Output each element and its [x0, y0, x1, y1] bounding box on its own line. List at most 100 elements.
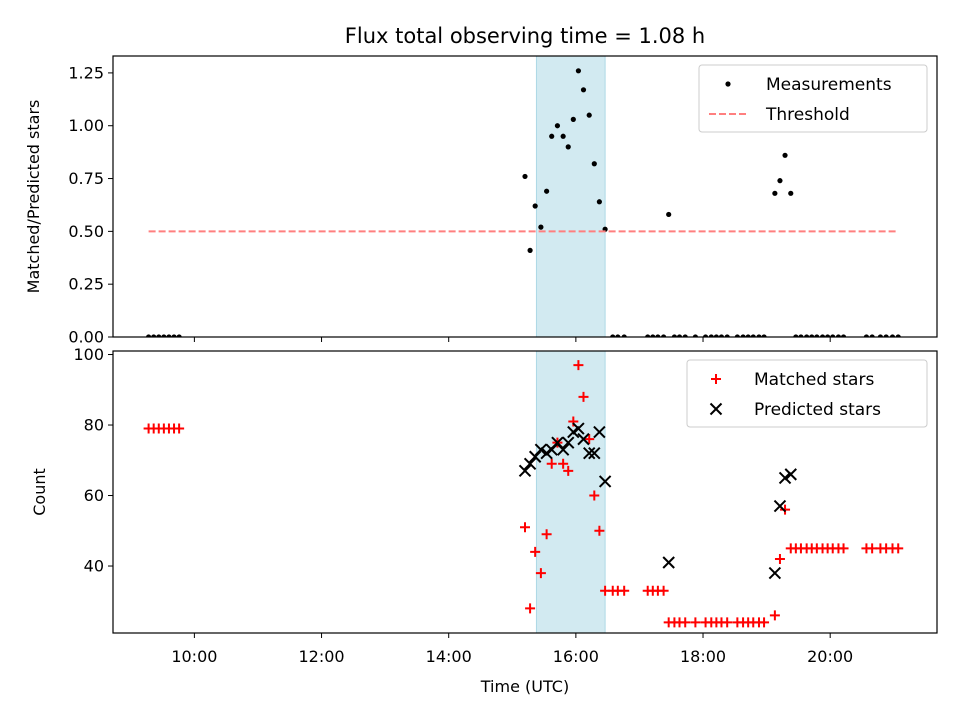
series-matched-stars: [143, 360, 904, 628]
data-point: [171, 334, 177, 337]
data-point: [532, 203, 538, 209]
data-point: [583, 447, 596, 460]
legend-swatch: [709, 402, 723, 416]
data-point: [793, 334, 799, 337]
data-point: [782, 152, 788, 158]
data-point: [773, 499, 787, 513]
data-point: [575, 68, 582, 74]
data-point: [756, 334, 762, 337]
legend-box: [686, 359, 928, 428]
data-point: [778, 471, 792, 485]
data-point: [562, 436, 575, 449]
y-tick-label: 0.50: [68, 222, 104, 241]
data-point: [676, 334, 683, 337]
y-tick-label: 1.25: [68, 63, 104, 82]
legend: Measurements Threshold: [698, 64, 928, 133]
data-point: [750, 334, 756, 337]
y-tick-label: 0.25: [68, 275, 104, 294]
data-point: [682, 334, 688, 337]
data-point: [889, 334, 896, 337]
x-tick-label: 16:00: [553, 647, 599, 666]
chart-title: Flux total observing time = 1.08 h: [345, 24, 705, 48]
data-point: [556, 443, 570, 456]
data-point: [176, 334, 182, 337]
legend-label: Measurements: [766, 75, 892, 95]
data-point: [560, 133, 566, 139]
x-tick-label: 10:00: [171, 647, 217, 666]
y-tick-label: 60: [84, 486, 104, 505]
data-point: [893, 543, 904, 554]
y-tick-label: 0.00: [68, 328, 104, 347]
data-point: [573, 360, 584, 371]
legend-swatch: [711, 374, 721, 384]
data-point: [877, 334, 884, 337]
data-point: [718, 334, 725, 337]
x-tick-label: 20:00: [807, 647, 853, 666]
data-point: [713, 334, 719, 337]
legend: Matched stars Predicted stars: [686, 359, 928, 428]
x-tick-label: 14:00: [426, 647, 472, 666]
data-point: [546, 458, 557, 469]
data-point: [690, 617, 701, 628]
legend-label: Predicted stars: [754, 400, 881, 420]
data-point: [645, 334, 651, 337]
data-point: [594, 525, 605, 536]
data-point: [722, 617, 733, 628]
shared-x-axis: 10:00 12:00 14:00 16:00 18:00 20:00: [171, 647, 853, 666]
data-point: [655, 334, 661, 337]
data-point: [584, 434, 595, 445]
data-point: [174, 423, 185, 434]
series-predicted-stars: [518, 422, 797, 580]
data-point: [598, 475, 612, 488]
data-point: [784, 468, 797, 481]
data-point: [588, 447, 601, 460]
data-point: [518, 464, 532, 478]
top-panel: 0.00 0.25 0.50 0.75 1.00 1.25 Matched/Predicte…: [24, 55, 938, 347]
data-point: [819, 334, 826, 337]
data-point: [692, 334, 698, 337]
data-point: [761, 334, 767, 337]
x-tick-label: 12:00: [298, 647, 344, 666]
data-point: [895, 334, 901, 337]
data-point: [804, 334, 810, 337]
data-point: [702, 334, 709, 337]
data-point: [541, 529, 552, 540]
data-point: [708, 334, 714, 337]
data-point: [650, 334, 656, 337]
data-point: [840, 334, 847, 337]
data-point: [578, 391, 589, 402]
data-point: [745, 334, 751, 337]
data-point: [830, 334, 836, 337]
data-point: [615, 334, 621, 337]
data-point: [589, 490, 600, 501]
data-point: [772, 190, 778, 196]
data-point: [774, 553, 785, 564]
data-point: [161, 334, 167, 337]
data-point: [572, 422, 585, 435]
data-point: [522, 173, 528, 180]
data-point: [724, 334, 730, 337]
data-point: [544, 188, 550, 194]
data-point: [777, 178, 783, 184]
data-point: [570, 116, 576, 122]
x-tick-label: 18:00: [680, 647, 726, 666]
data-point: [809, 334, 815, 337]
data-point: [534, 443, 548, 456]
data-point: [825, 334, 831, 337]
axes-frame: [112, 350, 938, 634]
data-point: [734, 334, 740, 337]
data-point: [156, 334, 162, 337]
data-point: [769, 610, 780, 621]
data-point: [577, 432, 590, 446]
data-point: [554, 123, 561, 129]
data-point: [863, 334, 870, 337]
data-point: [563, 465, 574, 476]
y-tick-label: 100: [73, 345, 104, 364]
data-point: [549, 133, 555, 139]
y-tick-label: 40: [84, 557, 104, 576]
data-point: [814, 334, 820, 337]
data-point: [759, 617, 770, 628]
data-point: [596, 199, 602, 205]
data-point: [680, 617, 691, 628]
